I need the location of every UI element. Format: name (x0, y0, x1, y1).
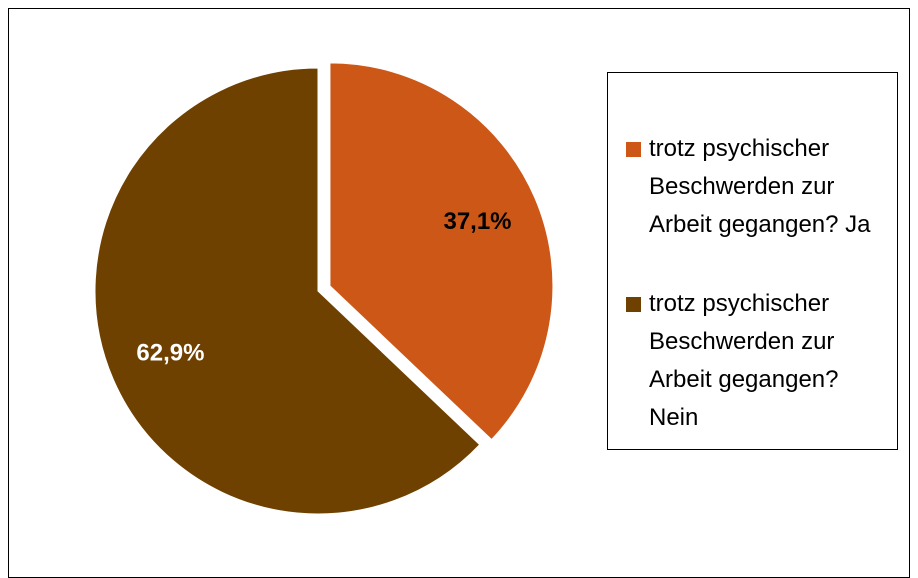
page: {"chart_data": {"type": "pie", "categori… (8, 8, 910, 578)
legend-label: trotz psychischer Beschwerden zur Arbeit… (649, 135, 871, 238)
legend-swatch (626, 142, 641, 157)
value-label: 37,1% (443, 208, 511, 235)
value-label: 62,9% (136, 340, 204, 367)
legend-swatch (626, 297, 641, 312)
legend-item: trotz psychischer Beschwerden zur Arbeit… (626, 285, 891, 437)
legend-item: trotz psychischer Beschwerden zur Arbeit… (626, 130, 891, 244)
pie-slice (94, 67, 481, 515)
chart: 37,1% 62,9% (94, 62, 554, 515)
legend: trotz psychischer Beschwerden zur Arbeit… (607, 72, 898, 450)
legend-label: trotz psychischer Beschwerden zur Arbeit… (649, 290, 839, 431)
pie-slice (329, 62, 554, 441)
